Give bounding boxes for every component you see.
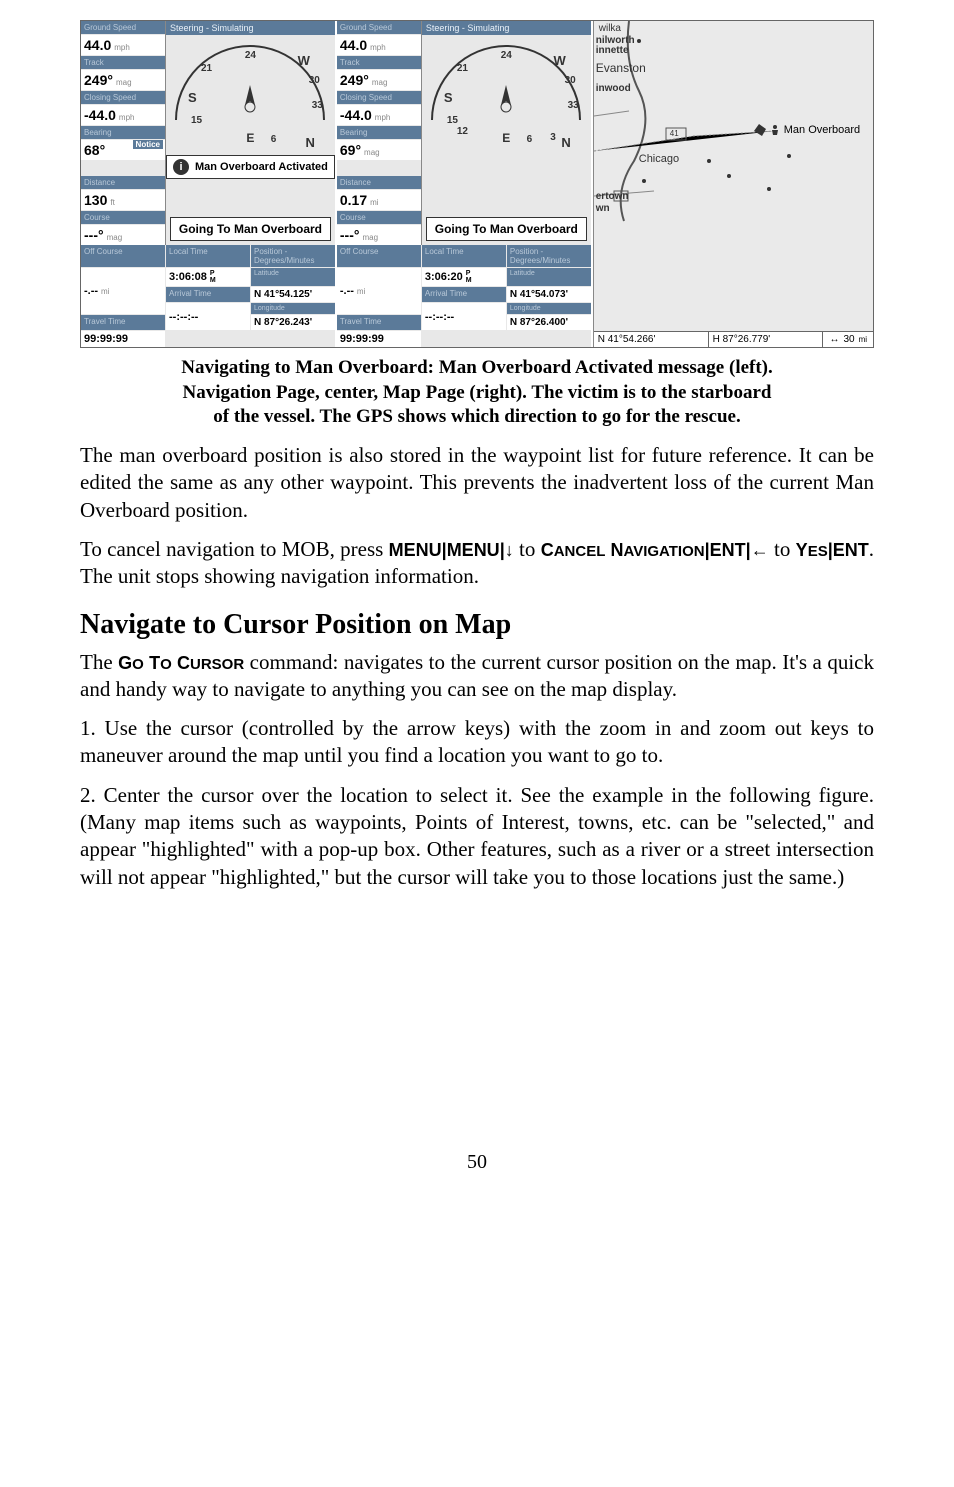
label-course: Course [81,211,165,224]
page-number: 50 [80,1151,874,1174]
value-distance: 130ft [81,190,165,210]
value-closing-speed: -44.0mph [81,105,165,125]
label-distance: Distance [81,176,165,189]
value-track: 249°mag [81,70,165,90]
map-city-wn: wn [596,203,610,214]
map-city-evanston: Evanston [596,61,646,75]
notice-text: Man Overboard Activated [195,161,328,173]
person-icon [769,124,781,136]
going-to-box-center: Going To Man Overboard [426,217,587,241]
section-p1: The GO TO CURSOR command: navigates to t… [80,649,874,704]
steering-area-center: Steering - Simulating 24 W 21 30 S 33 15… [421,21,591,176]
section-p3: 2. Center the cursor over the location t… [80,782,874,891]
zoom-arrows-icon: ↔ [829,334,839,345]
figure-caption: Navigating to Man Overboard: Man Overboa… [80,356,874,430]
section-p2: 1. Use the cursor (controlled by the arr… [80,715,874,770]
map-city-wilka: wilka [599,23,621,34]
going-to-box-left: Going To Man Overboard [170,217,331,241]
label-track: Track [81,56,165,69]
figure-screenshots: Ground Speed 44.0mph Track 249°mag Closi… [80,20,874,348]
section-heading: Navigate to Cursor Position on Map [80,609,874,641]
left-data-column: Ground Speed 44.0mph Track 249°mag Closi… [81,21,165,176]
value-latitude: N 41°54.125' [251,287,335,302]
value-bearing: 68°Notice [81,140,165,160]
value-ground-speed: 44.0mph [81,35,165,55]
left-arrow-icon: ← [751,540,769,560]
map-lat: N 41°54.266' [594,332,709,347]
value-local-time: 3:06:08PM [166,268,250,286]
value-travel-time: 99:99:99 [81,331,165,347]
value-off-course: -.--mi [81,268,165,314]
map-mob-marker: Man Overboard [769,124,860,136]
nav-panel-center: Ground Speed 44.0mph Track 249°mag Closi… [337,21,591,347]
map-zoom: ↔ 30mi [823,332,873,347]
paragraph-1: The man overboard position is also store… [80,442,874,524]
label-closing-speed: Closing Speed [81,91,165,104]
bottom-grid-center: Off Course Local Time Position - Degrees… [337,245,591,347]
map-bottom-bar: N 41°54.266' H 87°26.779' ↔ 30mi [594,331,873,347]
nav-panel-left: Ground Speed 44.0mph Track 249°mag Closi… [81,21,335,347]
value-arrival-time: --:--:-- [166,303,250,330]
info-icon: i [173,159,189,175]
value-course: ---°mag [81,225,165,245]
map-city-innette: innette [596,45,629,56]
paragraph-2: To cancel navigation to MOB, press MENU|… [80,536,874,591]
map-lon: H 87°26.779' [709,332,824,347]
down-arrow-icon: ↓ [505,540,514,560]
compass-left: 24 W 21 30 S 33 15 N E 6 [166,35,335,155]
steering-title-left: Steering - Simulating [166,21,335,35]
map-panel: wilka nilworth innette Evanston inwood C… [593,21,873,347]
map-highway-shield: 41 [670,129,679,138]
center-data-column: Ground Speed 44.0mph Track 249°mag Closi… [337,21,421,176]
bottom-grid-left: Off Course Local Time Position - Degrees… [81,245,335,347]
notice-box: i Man Overboard Activated [166,155,335,179]
map-city-chicago: Chicago [639,153,679,165]
map-city-inwood: inwood [596,83,631,94]
map-city-ertown: ertown [596,191,629,202]
compass-needle-icon [499,85,513,115]
map-area: wilka nilworth innette Evanston inwood C… [594,21,873,331]
value-longitude: N 87°26.243' [251,315,335,330]
steering-area-left: Steering - Simulating 24 W 21 30 S 33 15… [165,21,335,176]
label-ground-speed: Ground Speed [81,21,165,34]
compass-needle-icon [243,85,257,115]
label-bearing: Bearing [81,126,165,139]
compass-center: 24 W 21 30 S 33 15 N 12 E 6 3 [422,35,591,155]
